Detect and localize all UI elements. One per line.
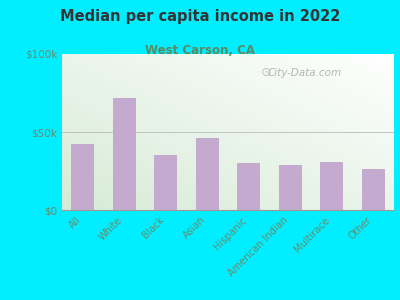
Bar bbox=[362, 169, 385, 210]
Bar bbox=[154, 155, 177, 210]
Bar bbox=[196, 138, 219, 210]
Bar bbox=[279, 165, 302, 210]
Text: City-Data.com: City-Data.com bbox=[267, 68, 342, 78]
Bar bbox=[237, 163, 260, 210]
Bar bbox=[113, 98, 136, 210]
Bar bbox=[320, 162, 343, 210]
Text: Median per capita income in 2022: Median per capita income in 2022 bbox=[60, 9, 340, 24]
Text: West Carson, CA: West Carson, CA bbox=[145, 44, 255, 56]
Text: ⊙: ⊙ bbox=[261, 66, 272, 79]
Bar bbox=[71, 145, 94, 210]
